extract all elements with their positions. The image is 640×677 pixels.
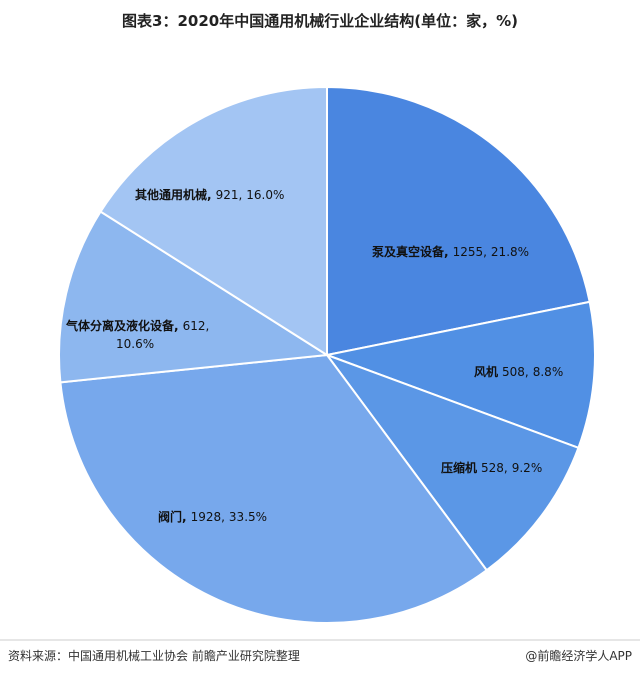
value-label: 33.5% xyxy=(229,510,267,524)
count-label: 508, xyxy=(502,365,529,379)
count-label: 921, xyxy=(216,188,243,202)
data-label: 气体分离及液化设备, 612, 10.6% xyxy=(65,318,209,351)
value-label: 21.8% xyxy=(491,245,529,259)
data-label: 阀门, 1928, 33.5% xyxy=(158,509,267,524)
slice xyxy=(323,300,596,450)
category-name: 其他通用机械, xyxy=(135,187,212,202)
slice xyxy=(99,85,328,357)
slice xyxy=(326,85,591,357)
category-name: 压缩机 xyxy=(441,460,477,475)
slice xyxy=(58,210,330,384)
count-label: 1255, xyxy=(453,245,487,259)
category-name: 风机 xyxy=(474,364,498,379)
value-label: 9.2% xyxy=(512,461,543,475)
brand: @前瞻经济学人APP xyxy=(525,648,632,663)
value-label: 16.0% xyxy=(246,188,284,202)
category-name: 泵及真空设备, xyxy=(372,244,449,259)
value-label: 8.8% xyxy=(533,365,564,379)
slice xyxy=(324,352,580,572)
chart-title: 图表3：2020年中国通用机械行业企业结构(单位：家，%) xyxy=(122,12,518,30)
count-label: 528, xyxy=(481,461,508,475)
data-label: 泵及真空设备, 1255, 21.8% xyxy=(372,244,529,259)
pie: 泵及真空设备, 1255, 21.8% 风机 508, 8.8% 压缩机 528, 9.2% 阀门… xyxy=(58,85,596,624)
count-label: 1928, xyxy=(191,510,225,524)
value-label: 10.6% xyxy=(116,337,154,351)
slice xyxy=(59,353,489,624)
data-label: 风机 508, 8.8% xyxy=(474,364,563,379)
category-name: 气体分离及液化设备, xyxy=(65,318,179,333)
category-name: 阀门, xyxy=(158,509,187,524)
data-label: 压缩机 528, 9.2% xyxy=(441,460,542,475)
data-label: 其他通用机械, 921, 16.0% xyxy=(135,187,284,202)
count-label: 612, xyxy=(183,319,210,333)
source: 资料来源：中国通用机械工业协会 前瞻产业研究院整理 xyxy=(8,648,300,663)
